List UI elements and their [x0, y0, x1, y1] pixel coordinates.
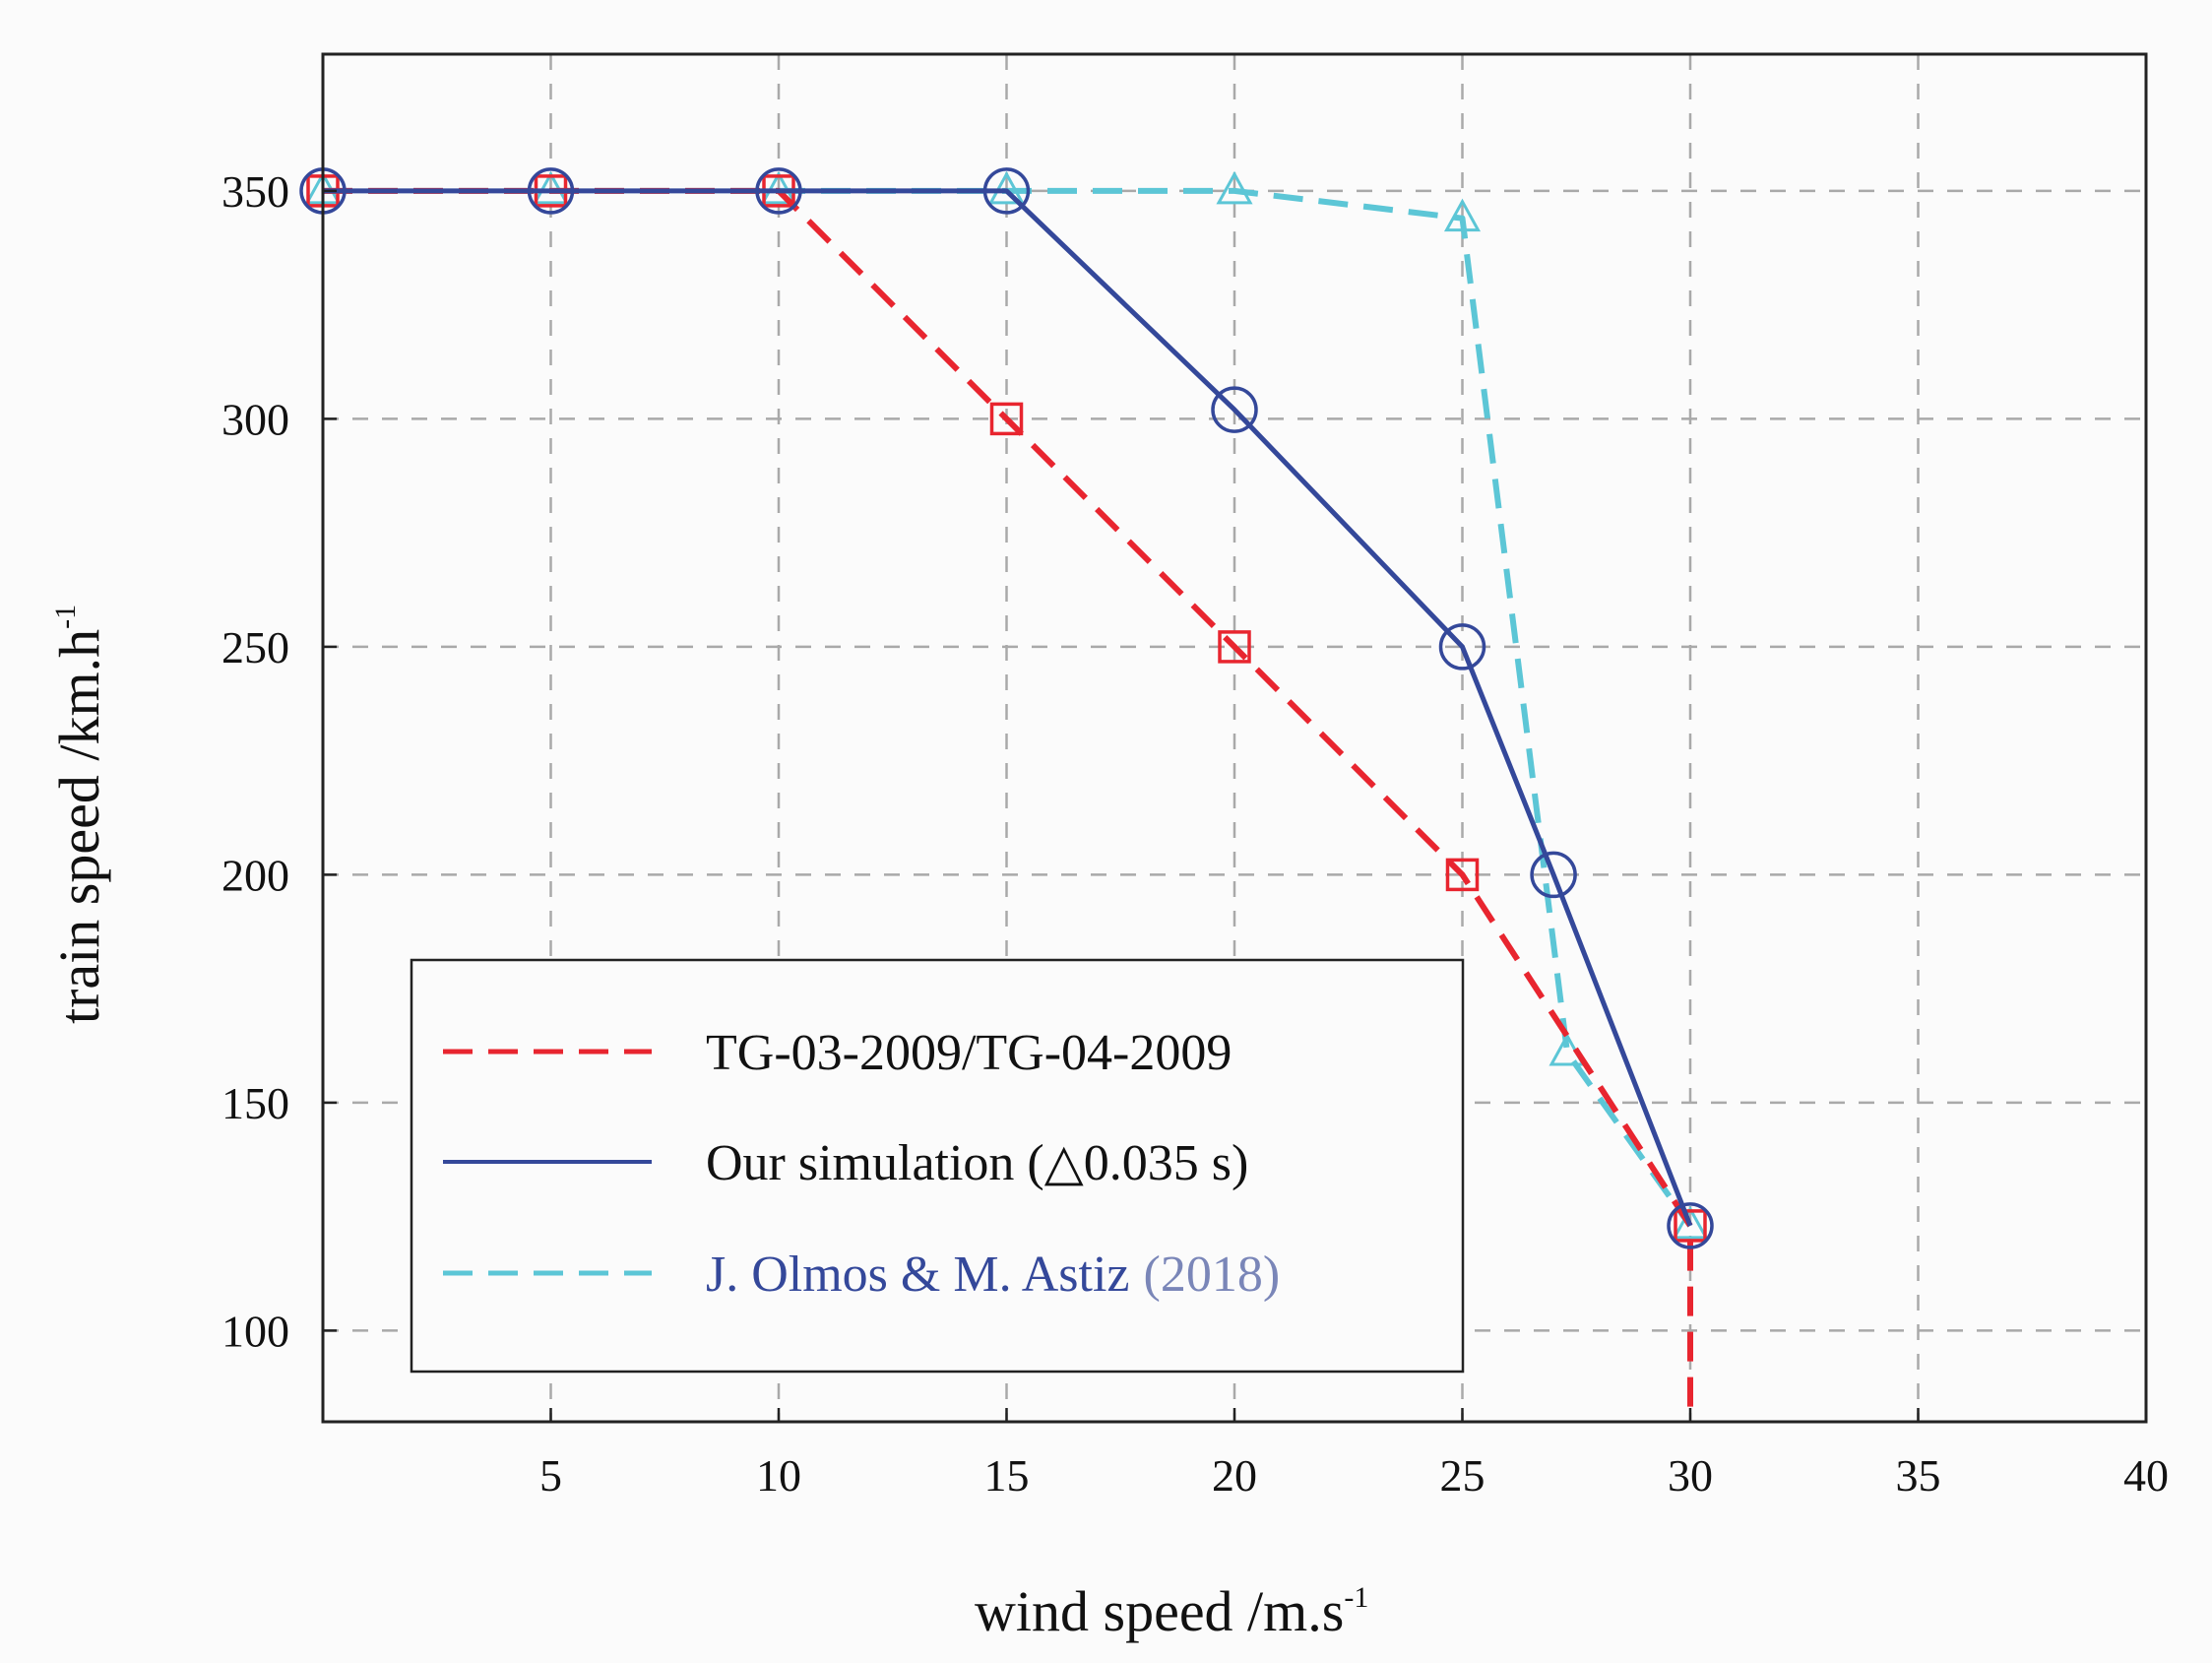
- x-tick-label-5: 5: [539, 1450, 562, 1501]
- series-marker-1-7: [1667, 1202, 1714, 1249]
- series-marker-1-4: [1211, 386, 1258, 433]
- series-marker-0-5: [1445, 858, 1480, 892]
- legend-label-olmos-year: (2018): [1144, 1247, 1281, 1303]
- series-marker-1-2: [755, 167, 802, 215]
- series-marker-0-3: [989, 402, 1024, 436]
- series-marker-0-6: [1674, 1209, 1707, 1243]
- series-marker-2-7: [1672, 1205, 1709, 1240]
- x-tick-label-25: 25: [1440, 1450, 1485, 1501]
- legend-box: [410, 958, 1465, 1374]
- x-axis-title: wind speed /m.s-1: [975, 1579, 1368, 1643]
- series-marker-1-1: [527, 167, 575, 215]
- y-tick-label-350: 350: [221, 166, 289, 217]
- legend-label-tg: TG-03-2009/TG-04-2009: [706, 1025, 1232, 1081]
- x-tick-label-10: 10: [756, 1450, 801, 1501]
- series-marker-2-4: [1216, 170, 1253, 205]
- y-tick-label-200: 200: [221, 850, 289, 900]
- series-line-1: [323, 188, 1693, 1227]
- series-marker-1-5: [1438, 623, 1486, 671]
- x-tick-label-40: 40: [2123, 1450, 2169, 1501]
- series-marker-2-5: [1443, 198, 1482, 232]
- x-tick-label-35: 35: [1896, 1450, 1941, 1501]
- series-line-0: [323, 187, 1693, 1422]
- x-tick-label-15: 15: [984, 1450, 1030, 1501]
- y-tick-label-300: 300: [221, 394, 289, 444]
- legend-label-simulation: Our simulation (△0.035 s): [706, 1135, 1248, 1191]
- y-axis-title: train speed /km.h-1: [47, 605, 111, 1024]
- series-marker-0-4: [1218, 630, 1251, 664]
- y-tick-label-250: 250: [221, 622, 289, 672]
- series-line-2: [323, 187, 1693, 1228]
- series-marker-1-3: [982, 167, 1031, 215]
- legend-label-olmos-name: J. Olmos & M. Astiz: [706, 1247, 1130, 1303]
- ticks: 5 10 15 20 25 30 35 40 100 150 200 250 300 350: [221, 166, 2169, 1501]
- series-marker-1-6: [1530, 851, 1577, 899]
- legend: TG-03-2009/TG-04-2009 Our simulation (△0…: [410, 958, 1465, 1374]
- x-tick-label-20: 20: [1212, 1450, 1257, 1501]
- y-tick-label-100: 100: [221, 1306, 289, 1356]
- legend-label-olmos: J. Olmos & M. Astiz (2018): [706, 1247, 1280, 1303]
- series-layer: [299, 167, 1714, 1422]
- y-tick-label-150: 150: [221, 1078, 289, 1128]
- x-tick-label-30: 30: [1668, 1450, 1713, 1501]
